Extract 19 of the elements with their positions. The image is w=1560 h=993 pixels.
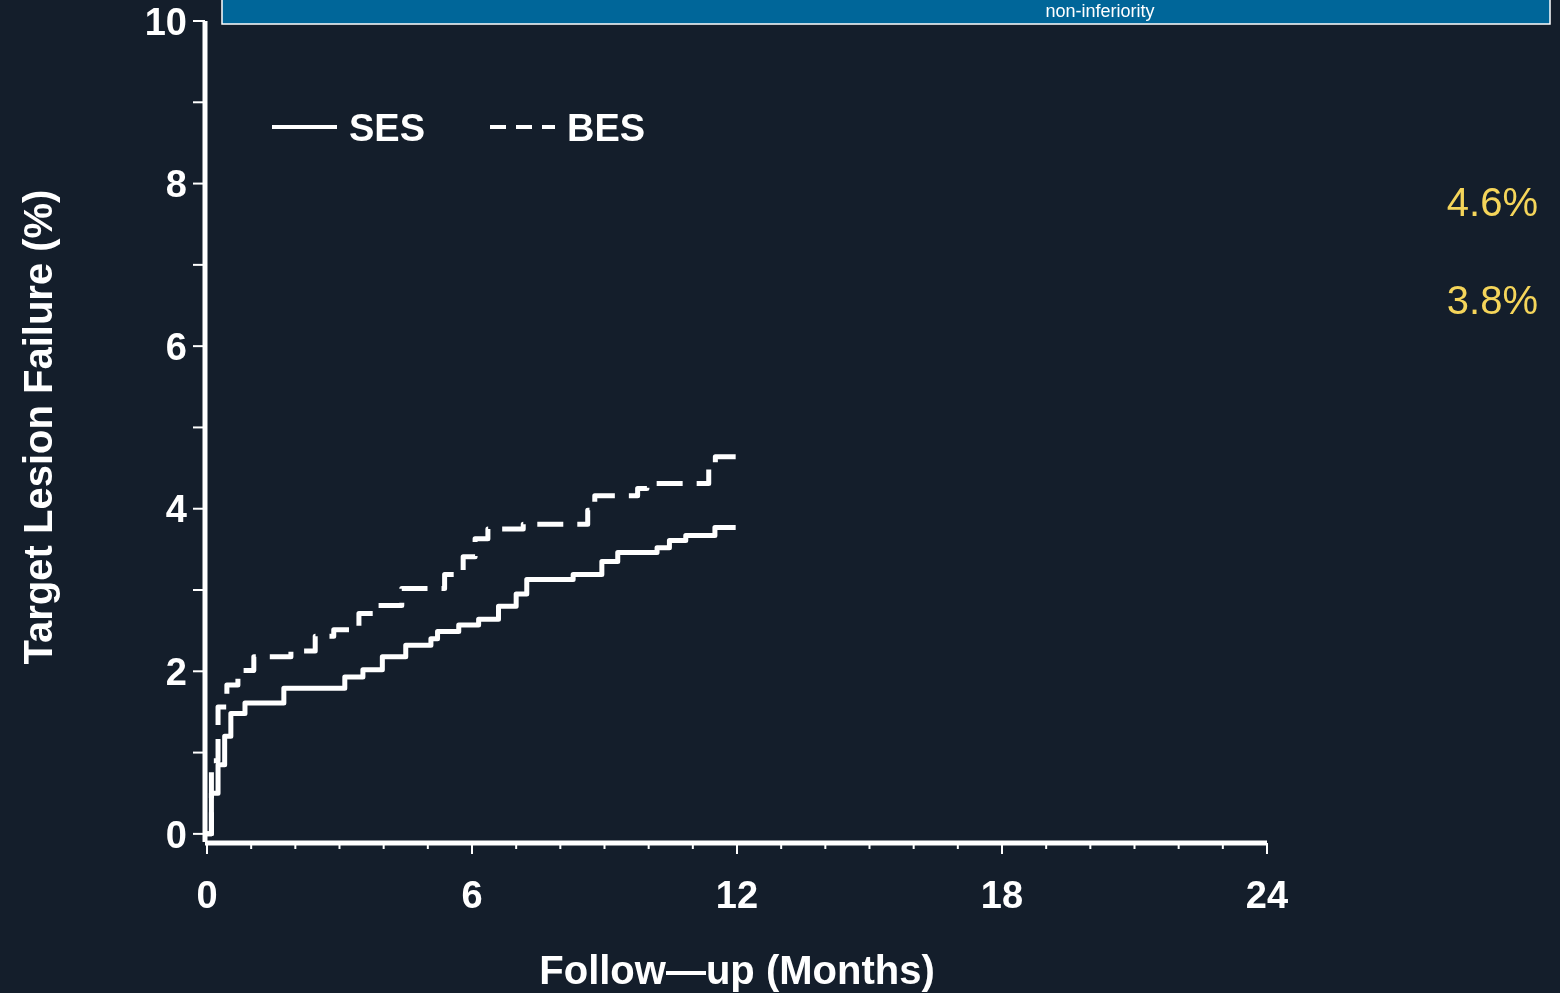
heading-box: non-inferiority [221,0,1551,25]
x-tick-label: 6 [461,874,483,916]
y-tick-label: 6 [165,325,187,368]
y-tick-label: 0 [165,813,187,856]
text: 4.6% [1446,180,1538,224]
y-tick-label: 8 [165,163,187,206]
annotation: non-inferiority [1045,1,1155,21]
x-tick-label: 0 [196,874,218,916]
legend-label: BES [567,106,646,149]
y-tick-label: 4 [165,488,187,531]
y-tick-label: 2 [165,650,187,693]
x-tick-label: 18 [980,874,1024,916]
legend-label: SES [349,106,426,149]
text: 3.8% [1446,278,1538,322]
y-axis-title: Target Lesion Failure (%) [16,189,60,665]
y-tick-label: 10 [144,0,187,43]
x-axis-title: Follow—up (Months) [539,948,935,992]
x-tick-label: 12 [715,874,759,916]
x-tick-label: 24 [1245,874,1289,916]
